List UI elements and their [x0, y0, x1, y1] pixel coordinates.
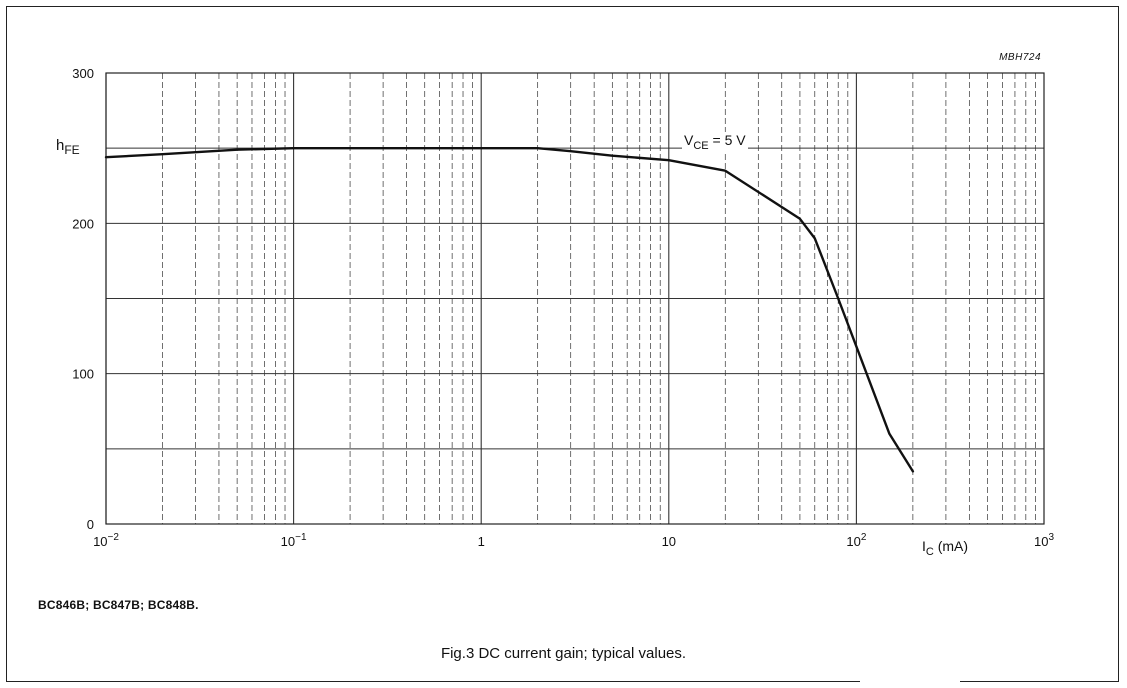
- condition-sub: CE: [693, 139, 709, 152]
- x-tick-label: 10−2: [93, 532, 119, 549]
- x-axis-label-unit: (mA): [933, 538, 969, 554]
- hfe-curve: [104, 146, 915, 473]
- frame-gap: [860, 678, 960, 684]
- figure-caption: Fig.3 DC current gain; typical values.: [440, 645, 687, 662]
- condition-main: V: [684, 132, 694, 148]
- y-axis-label-sub: FE: [64, 143, 80, 157]
- x-tick-label: 1: [478, 534, 485, 549]
- x-axis-label-main: I: [922, 538, 926, 554]
- tick-labels: 0 100 200 300 10−2 10−1 1 10 102 103: [72, 66, 1054, 549]
- y-axis-label: hFE: [56, 137, 80, 157]
- figure-frame: [6, 6, 1119, 682]
- plot-area-border: [105, 72, 1045, 525]
- y-axis-label-main: h: [56, 137, 65, 154]
- condition-annotation: VCE = 5 V: [682, 132, 748, 152]
- y-tick-label: 0: [87, 517, 94, 532]
- product-line: BC846B; BC847B; BC848B.: [38, 598, 199, 612]
- x-axis-label: IC (mA): [922, 538, 968, 558]
- y-tick-label: 200: [72, 216, 94, 231]
- figure-code: MBH724: [999, 52, 1041, 63]
- x-axis-label-sub: C: [925, 545, 934, 558]
- x-tick-label: 10: [662, 534, 676, 549]
- x-tick-label: 10−1: [281, 532, 307, 549]
- y-tick-label: 100: [72, 367, 94, 382]
- x-tick-label: 103: [1034, 532, 1054, 549]
- condition-rest: = 5 V: [708, 132, 746, 148]
- x-tick-label: 102: [846, 532, 866, 549]
- y-tick-label: 300: [72, 66, 94, 81]
- series: [104, 146, 915, 473]
